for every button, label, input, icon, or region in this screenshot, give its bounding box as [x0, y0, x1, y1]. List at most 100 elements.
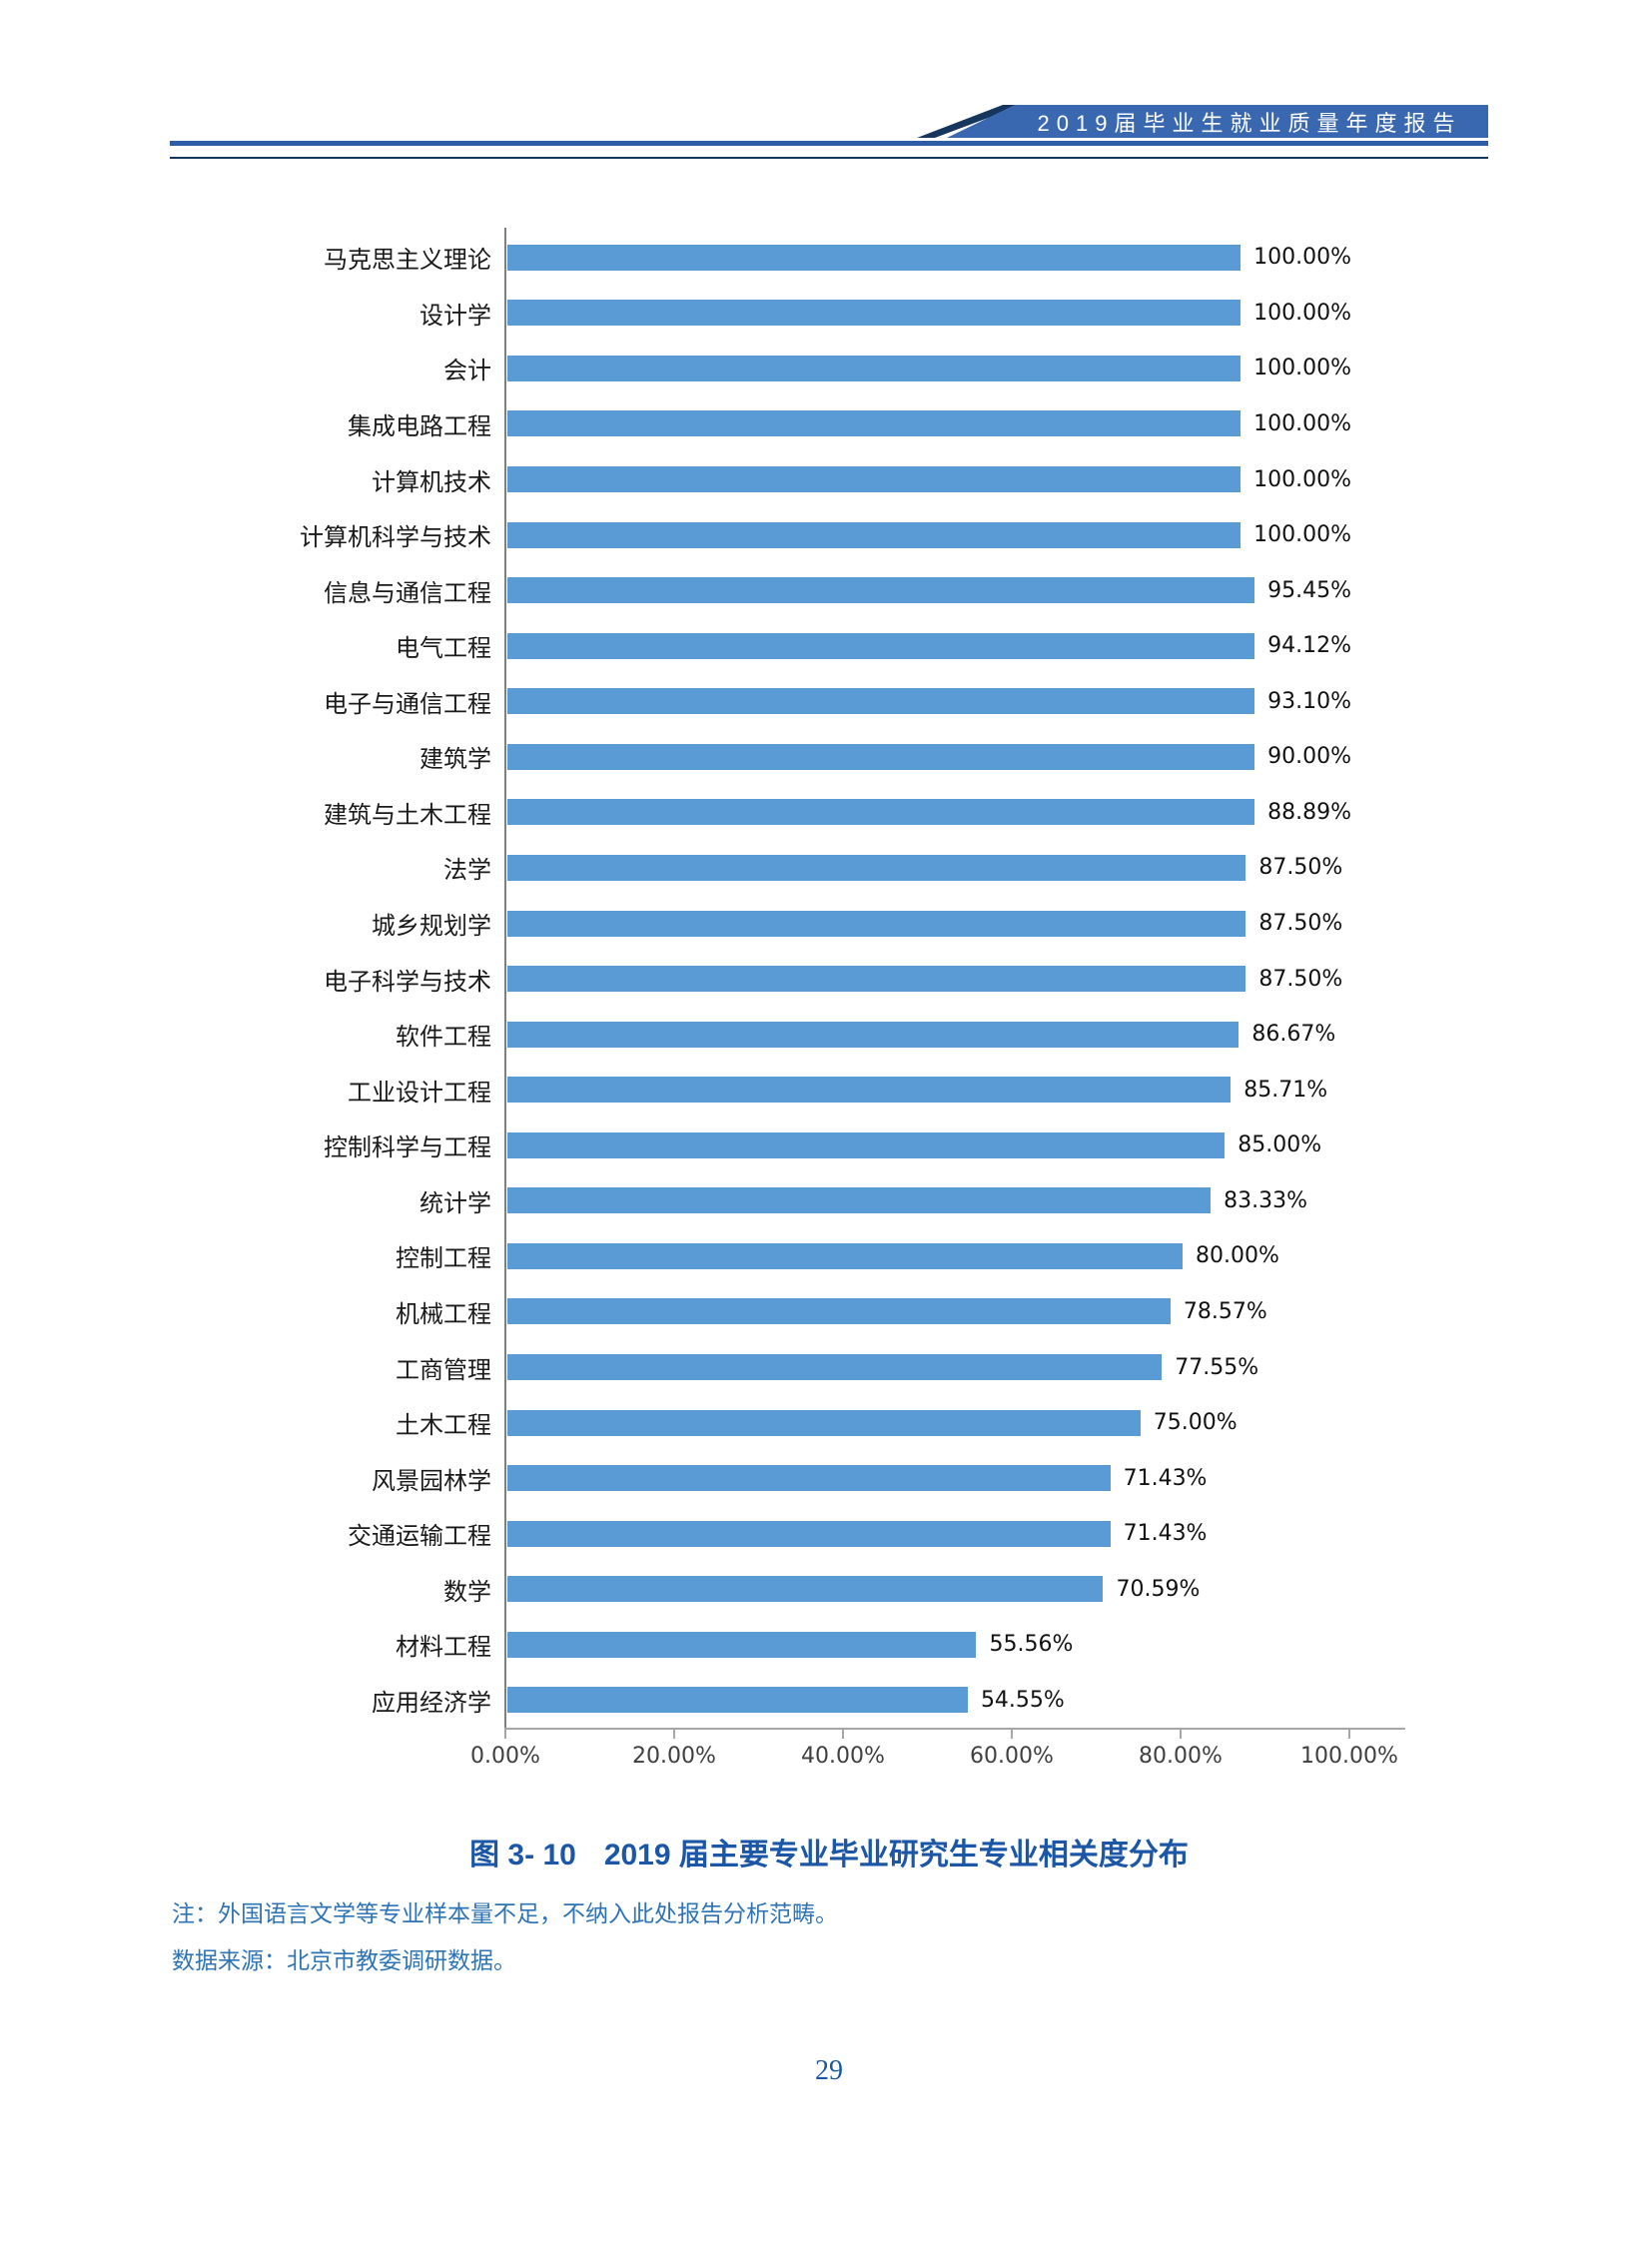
value-label: 100.00% — [1253, 245, 1351, 271]
chart-notes: 注：外国语言文学等专业样本量不足，不纳入此处报告分析范畴。 数据来源：北京市教委… — [172, 1890, 838, 1984]
category-label: 工商管理 — [396, 1356, 491, 1384]
chart-row: 计算机技术 100.00% — [170, 451, 1498, 507]
category-label: 电子与通信工程 — [324, 690, 491, 718]
x-tick — [1011, 1730, 1013, 1739]
chart-rows: 马克思主义理论 100.00% 设计学 100.00% 会计 100.00% 集成电路工程 1… — [170, 230, 1498, 1728]
x-tick-label: 40.00% — [801, 1744, 885, 1769]
chart-row: 集成电路工程 100.00% — [170, 396, 1498, 452]
bar — [507, 577, 1255, 604]
category-label: 建筑学 — [419, 746, 491, 774]
bar — [507, 466, 1241, 493]
category-label: 交通运输工程 — [348, 1523, 491, 1551]
bar — [507, 1465, 1111, 1492]
x-tick-label: 0.00% — [470, 1744, 540, 1769]
value-label: 77.55% — [1175, 1354, 1259, 1380]
category-label: 法学 — [443, 857, 491, 885]
chart-row: 控制工程 80.00% — [170, 1228, 1498, 1284]
bar-track: 70.59% — [507, 1576, 1351, 1603]
chart-row: 工业设计工程 85.71% — [170, 1062, 1498, 1118]
value-label: 90.00% — [1267, 744, 1351, 770]
value-label: 100.00% — [1253, 522, 1351, 548]
chart-row: 土木工程 75.00% — [170, 1395, 1498, 1451]
bar-track: 85.71% — [507, 1077, 1351, 1104]
bar — [507, 521, 1241, 548]
chart-row: 机械工程 78.57% — [170, 1284, 1498, 1340]
bar — [507, 1298, 1171, 1325]
bar — [507, 799, 1255, 826]
x-tick-label: 80.00% — [1139, 1744, 1223, 1769]
category-label: 材料工程 — [396, 1634, 491, 1662]
chart-row: 建筑与土木工程 88.89% — [170, 785, 1498, 841]
bar — [507, 854, 1246, 881]
bar-track: 88.89% — [507, 799, 1351, 826]
chart-row: 法学 87.50% — [170, 840, 1498, 896]
bar — [507, 1242, 1183, 1269]
category-label: 建筑与土木工程 — [324, 801, 491, 829]
bar — [507, 1520, 1111, 1547]
category-label: 城乡规划学 — [372, 913, 491, 941]
bar — [507, 1576, 1104, 1603]
bar-track: 90.00% — [507, 743, 1351, 770]
chart-row: 风景园林学 71.43% — [170, 1450, 1498, 1506]
value-label: 100.00% — [1253, 410, 1351, 436]
bar — [507, 1409, 1141, 1436]
figure-caption: 图 3- 10 2019 届主要专业毕业研究生专业相关度分布 — [170, 1830, 1488, 1873]
x-tick — [673, 1730, 675, 1739]
header-banner: 2019届毕业生就业质量年度报告 — [917, 105, 1488, 138]
bar-track: 86.67% — [507, 1021, 1351, 1048]
category-label: 应用经济学 — [372, 1689, 491, 1717]
bar — [507, 355, 1241, 381]
bar — [507, 910, 1246, 937]
category-label: 计算机科学与技术 — [300, 524, 491, 552]
bar-track: 71.43% — [507, 1520, 1351, 1547]
bar-track: 100.00% — [507, 521, 1351, 548]
bar — [507, 244, 1241, 271]
bar — [507, 1131, 1226, 1158]
bar-track: 75.00% — [507, 1409, 1351, 1436]
bar-track: 77.55% — [507, 1354, 1351, 1381]
chart-row: 建筑学 90.00% — [170, 729, 1498, 785]
x-tick — [842, 1730, 844, 1739]
bar-track: 95.45% — [507, 577, 1351, 604]
category-label: 计算机技术 — [372, 468, 491, 496]
value-label: 71.43% — [1123, 1521, 1208, 1547]
value-label: 93.10% — [1267, 688, 1351, 714]
x-tick — [1180, 1730, 1182, 1739]
bar — [507, 1021, 1239, 1048]
bar-track: 100.00% — [507, 300, 1351, 327]
header-rule-primary — [170, 141, 1488, 146]
bar-track: 80.00% — [507, 1242, 1351, 1269]
chart-row: 应用经济学 54.55% — [170, 1673, 1498, 1729]
chart-row: 会计 100.00% — [170, 341, 1498, 396]
chart-row: 统计学 83.33% — [170, 1173, 1498, 1229]
chart-row: 电气工程 94.12% — [170, 618, 1498, 674]
bar-track: 55.56% — [507, 1631, 1351, 1658]
bar-track: 87.50% — [507, 966, 1351, 993]
bar-track: 93.10% — [507, 688, 1351, 715]
category-label: 控制科学与工程 — [324, 1134, 491, 1162]
banner-background — [947, 105, 1488, 138]
value-label: 87.50% — [1258, 855, 1343, 881]
page-number: 29 — [815, 2055, 843, 2086]
value-label: 71.43% — [1123, 1465, 1208, 1491]
chart-row: 数学 70.59% — [170, 1562, 1498, 1618]
value-label: 75.00% — [1153, 1410, 1238, 1436]
category-label: 电子科学与技术 — [324, 968, 491, 996]
chart-row: 计算机科学与技术 100.00% — [170, 507, 1498, 563]
chart-row: 马克思主义理论 100.00% — [170, 230, 1498, 286]
chart-row: 城乡规划学 87.50% — [170, 896, 1498, 952]
category-label: 马克思主义理论 — [324, 247, 491, 275]
chart-row: 交通运输工程 71.43% — [170, 1506, 1498, 1562]
category-label: 信息与通信工程 — [324, 579, 491, 607]
value-label: 85.71% — [1243, 1077, 1328, 1103]
figure-title: 2019 届主要专业毕业研究生专业相关度分布 — [603, 1839, 1189, 1871]
x-tick-label: 100.00% — [1300, 1744, 1398, 1769]
value-label: 86.67% — [1251, 1022, 1336, 1048]
category-label: 工业设计工程 — [348, 1079, 491, 1107]
value-label: 54.55% — [980, 1687, 1065, 1713]
x-axis-line — [504, 1728, 1405, 1730]
bar — [507, 1687, 968, 1714]
bar — [507, 1631, 977, 1658]
bar — [507, 1187, 1212, 1214]
header-rule-secondary — [170, 157, 1488, 159]
